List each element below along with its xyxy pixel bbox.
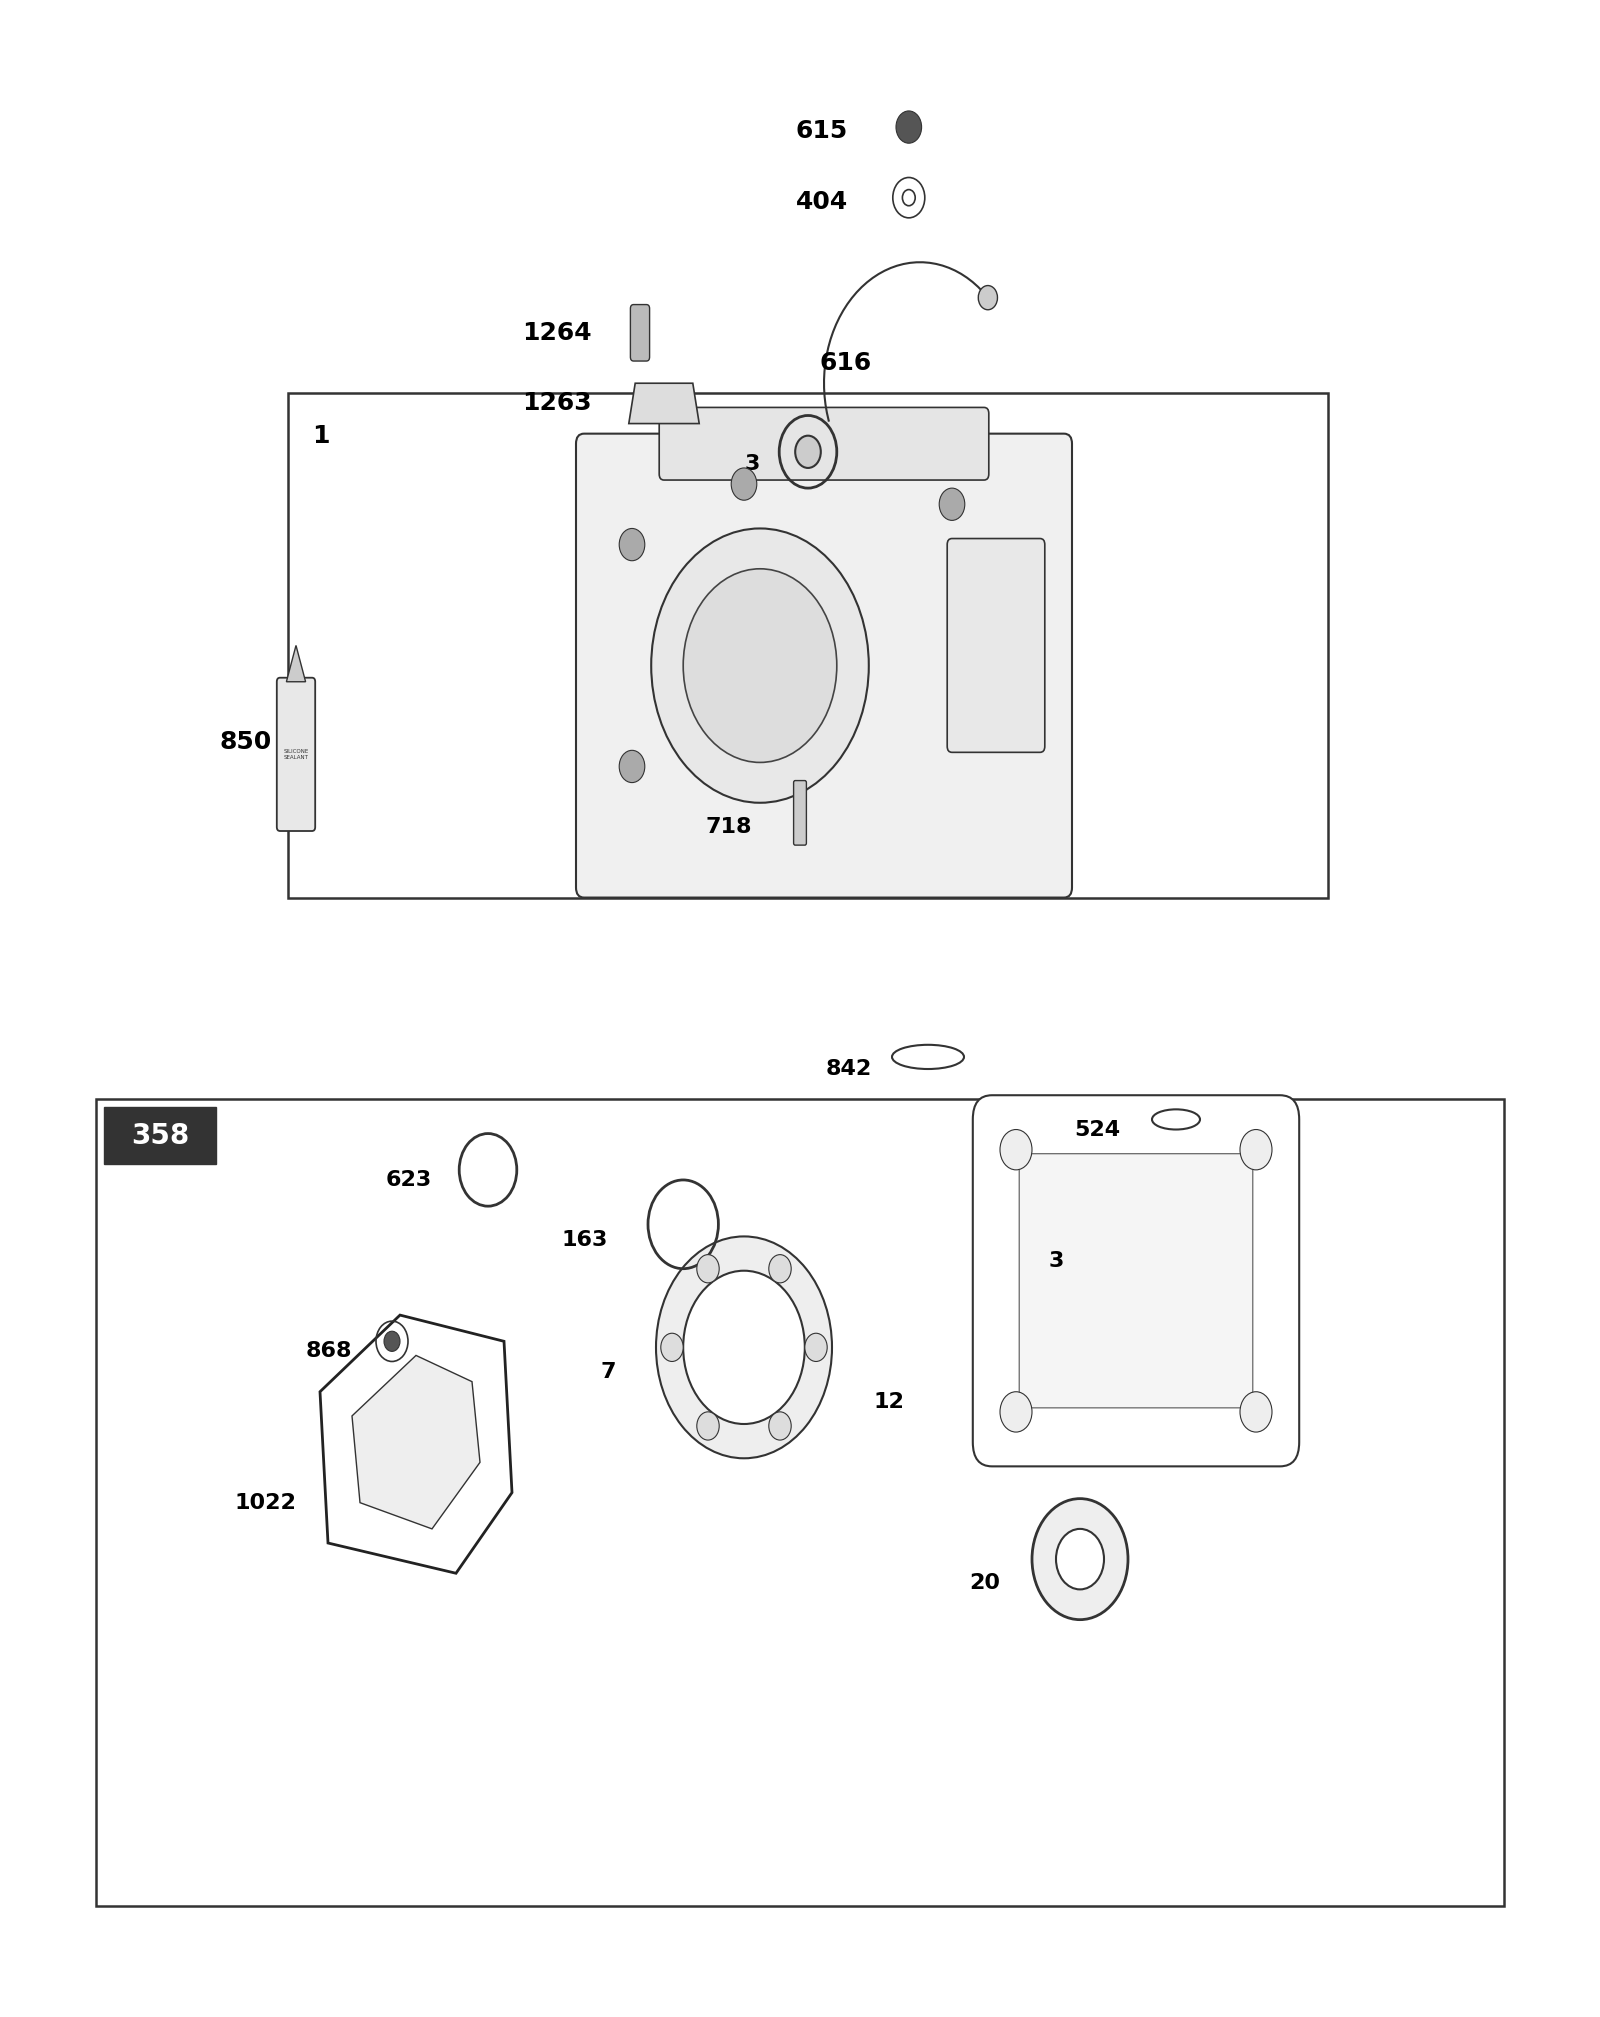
Text: 615: 615 [795,119,848,143]
Text: 7: 7 [600,1361,616,1382]
Polygon shape [629,383,699,424]
Circle shape [770,1255,792,1283]
Circle shape [698,1412,720,1440]
Circle shape [978,286,997,311]
Text: 3: 3 [1048,1251,1064,1271]
Text: 842: 842 [826,1059,872,1079]
Text: 616: 616 [819,351,872,375]
Circle shape [619,750,645,783]
Text: 718: 718 [706,817,752,837]
Text: 868: 868 [306,1341,352,1361]
FancyBboxPatch shape [576,434,1072,898]
Circle shape [698,1255,720,1283]
Circle shape [770,1412,792,1440]
FancyBboxPatch shape [1019,1154,1253,1408]
FancyBboxPatch shape [104,1107,216,1164]
Circle shape [661,1333,683,1361]
FancyBboxPatch shape [659,407,989,480]
FancyBboxPatch shape [947,539,1045,752]
FancyBboxPatch shape [630,305,650,361]
Circle shape [731,468,757,500]
Circle shape [384,1331,400,1351]
Circle shape [805,1333,827,1361]
Text: 1: 1 [312,424,330,448]
Text: 524: 524 [1074,1119,1120,1140]
Text: 404: 404 [795,190,848,214]
Text: 3: 3 [744,454,760,474]
Circle shape [939,488,965,520]
Circle shape [1056,1529,1104,1589]
Text: 623: 623 [386,1170,432,1190]
Circle shape [896,111,922,143]
Text: 1264: 1264 [522,321,592,345]
Polygon shape [352,1355,480,1529]
Polygon shape [320,1315,512,1573]
Text: 1022: 1022 [234,1493,296,1513]
Text: 163: 163 [562,1230,608,1251]
Text: 850: 850 [219,730,272,754]
Circle shape [683,1271,805,1424]
Circle shape [1240,1130,1272,1170]
Circle shape [1133,1216,1171,1265]
FancyBboxPatch shape [277,678,315,831]
Circle shape [619,528,645,561]
Circle shape [656,1236,832,1458]
Text: SILICONE
SEALANT: SILICONE SEALANT [283,748,309,760]
Circle shape [683,569,837,762]
Circle shape [1240,1392,1272,1432]
Text: 12: 12 [874,1392,904,1412]
Circle shape [795,436,821,468]
Text: 358: 358 [131,1121,189,1150]
Circle shape [651,528,869,803]
Text: 20: 20 [970,1573,1000,1593]
Text: 1263: 1263 [522,391,592,416]
Circle shape [1032,1499,1128,1620]
Circle shape [1000,1130,1032,1170]
FancyBboxPatch shape [794,781,806,845]
Polygon shape [286,645,306,682]
Circle shape [1000,1392,1032,1432]
FancyBboxPatch shape [973,1095,1299,1466]
